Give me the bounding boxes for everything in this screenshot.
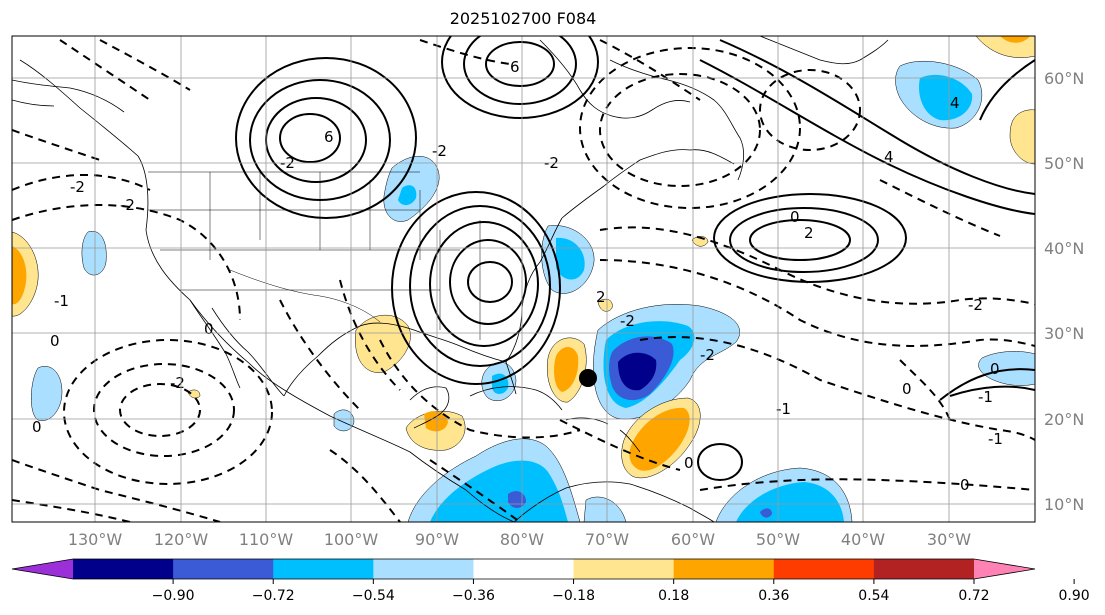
graticule [12,36,1035,522]
colorbar-segment [473,559,575,579]
svg-text:-2: -2 [700,346,715,364]
svg-text:0: 0 [902,380,912,398]
colorbar-tick-label: 0.90 [1059,588,1090,604]
colorbar-segment [573,559,675,579]
svg-text:2: 2 [596,288,606,306]
svg-text:0: 0 [790,208,800,226]
svg-text:-1: -1 [988,430,1003,448]
svg-text:-2: -2 [432,142,447,160]
svg-text:4: 4 [950,94,960,112]
colorbar-segment [273,559,374,579]
colorbar-tick-label: 0.36 [758,588,789,604]
map-frame [11,35,1036,523]
colorbar-segment [373,559,474,579]
colorbar-tick-label: −0.54 [352,588,395,604]
lon-label: 30°W [927,530,971,549]
svg-text:4: 4 [884,148,894,166]
contour-labels: 6 6 4 0 -2 -2 -2 0 -2 -2 -2 0 2 4 2 0 -1… [32,58,1003,494]
svg-text:-2: -2 [620,312,635,330]
lon-label: 90°W [415,530,459,549]
svg-text:-2: -2 [120,196,135,214]
colorbar-tick-label: 0.18 [658,588,689,604]
svg-text:2: 2 [804,224,814,242]
svg-text:0: 0 [990,360,1000,378]
svg-text:-1: -1 [54,292,69,310]
solid-contours [235,36,1035,481]
latitude-labels: 60°N 50°N 40°N 30°N 20°N 10°N [1044,69,1084,514]
colorbar-extend-high [974,559,1035,579]
lat-label: 40°N [1044,239,1084,258]
svg-text:0: 0 [32,418,42,436]
svg-text:-2: -2 [70,178,85,196]
colorbar-tick-label: 0.54 [858,588,889,604]
colorbar-tick-label: −0.36 [452,588,495,604]
map-title: 2025102700 F084 [449,9,597,28]
svg-text:0: 0 [50,332,60,350]
lon-label: 70°W [585,530,629,549]
svg-text:0: 0 [204,320,214,338]
lon-label: 120°W [154,530,209,549]
lon-label: 100°W [324,530,379,549]
svg-text:0: 0 [960,476,970,494]
colorbar [11,558,1075,584]
lon-label: 110°W [239,530,294,549]
dashed-contours [12,39,1035,522]
shade-blue-pacific [31,366,63,421]
colorbar-tick-label: 0.72 [958,588,989,604]
lat-label: 50°N [1044,154,1084,173]
lon-label: 40°W [841,530,885,549]
colorbar-tick-label: −0.72 [252,588,295,604]
svg-text:-2: -2 [170,374,185,392]
colorbar-segment [873,559,975,579]
lon-label: 60°W [671,530,715,549]
colorbar-tick-label: −0.18 [552,588,595,604]
svg-text:6: 6 [510,58,520,76]
svg-text:-2: -2 [968,296,983,314]
lon-label: 50°W [756,530,800,549]
colorbar-tick-labels: −0.90 −0.72 −0.54 −0.36 −0.18 0.18 0.36 0.54 0.7… [152,588,1090,604]
colorbar-segment [173,559,274,579]
lon-label: 80°W [500,530,544,549]
svg-text:-1: -1 [978,388,993,406]
longitude-labels: 130°W 120°W 110°W 100°W 90°W 80°W 70°W 6… [68,530,971,549]
lat-label: 20°N [1044,410,1084,429]
colorbar-extend-low [12,559,73,579]
svg-text:0: 0 [684,454,694,472]
shade-blue-west [81,230,107,276]
shade-blue-east [978,351,1035,386]
lat-label: 30°N [1044,324,1084,343]
colorbar-segment [673,559,775,579]
colorbar-segment [773,559,875,579]
colorbar-tick-label: −0.90 [152,588,195,604]
storm-center-marker[interactable] [579,369,597,387]
colorbar-outline [11,558,1036,580]
lat-label: 10°N [1044,495,1084,514]
lon-label: 130°W [68,530,123,549]
lat-label: 60°N [1044,69,1084,88]
colorbar-segment [73,559,174,579]
svg-text:-1: -1 [776,400,791,418]
svg-text:6: 6 [324,128,334,146]
